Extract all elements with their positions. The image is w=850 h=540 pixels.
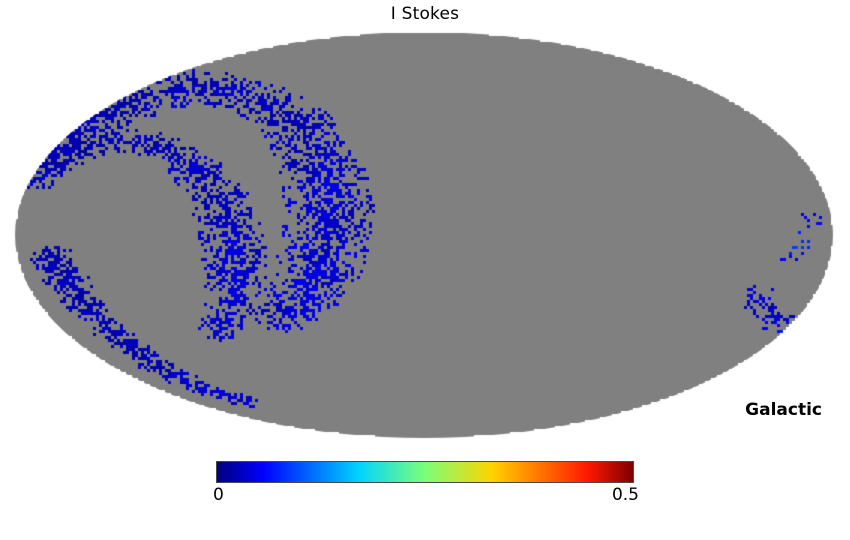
colorbar-gradient xyxy=(217,462,633,482)
coordinate-system-label: Galactic xyxy=(745,400,822,420)
colorbar-max-tick-label: 0.5 xyxy=(611,485,639,505)
colorbar: 0 0.5 xyxy=(213,461,639,506)
sky-map-mollweide xyxy=(0,0,850,470)
colorbar-bar xyxy=(216,461,634,483)
colorbar-min-tick-label: 0 xyxy=(213,485,224,505)
